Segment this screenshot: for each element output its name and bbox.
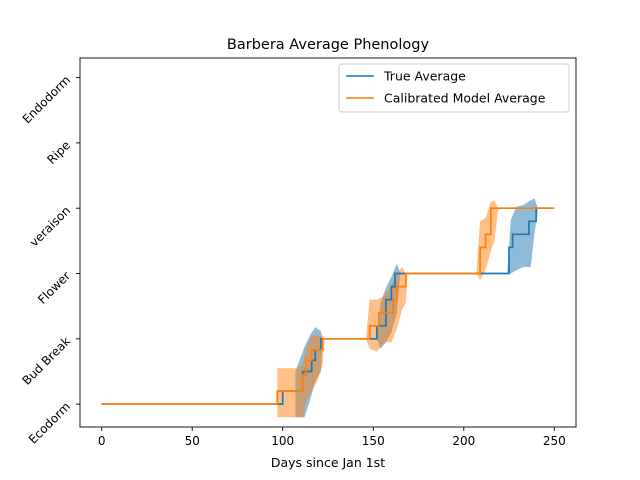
x-tick-label: 250 [543,434,566,448]
line-calibrated-model-average [101,207,555,405]
series-lines [101,207,555,405]
x-tick-label: 100 [271,434,294,448]
chart-title: Barbera Average Phenology [227,37,430,53]
x-axis-label: Days since Jan 1st [271,455,385,470]
x-tick-label: 0 [98,434,106,448]
legend-label-true-average: True Average [383,69,466,84]
legend: True Average Calibrated Model Average [338,63,570,113]
x-tick-label: 150 [362,434,385,448]
x-axis-ticks: 0 50 100 150 200 250 [98,427,566,448]
plot-frame [79,57,577,428]
band-calibrated-model-average [277,200,499,418]
band-true-average [295,198,538,418]
x-tick-label: 200 [452,434,475,448]
legend-box [338,63,570,113]
confidence-bands [277,198,538,418]
legend-label-calibrated-model-average: Calibrated Model Average [384,91,546,106]
x-tick-label: 50 [185,434,200,448]
